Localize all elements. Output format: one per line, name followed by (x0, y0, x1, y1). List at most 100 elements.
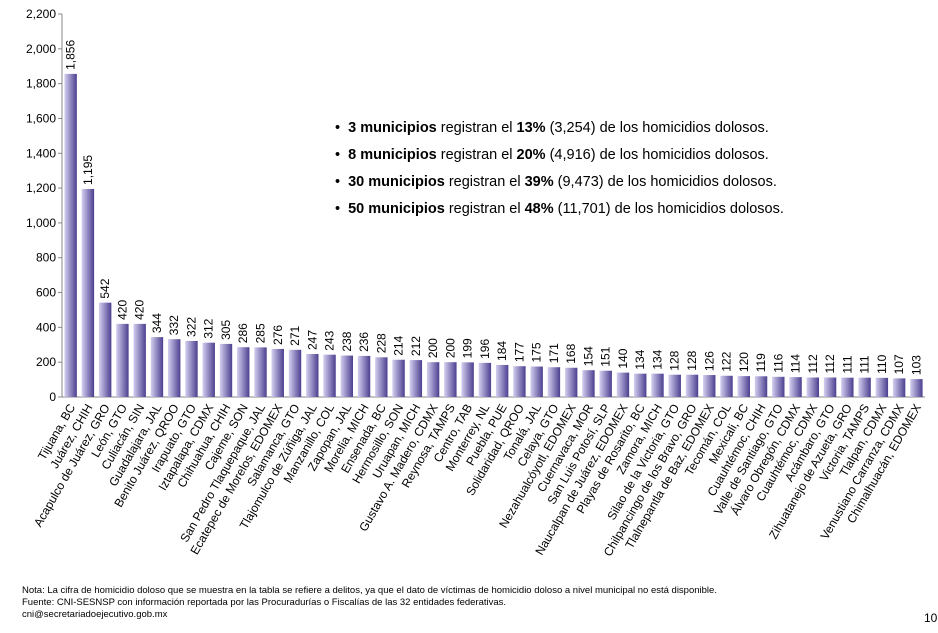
value-label: 140 (616, 348, 630, 368)
bar (737, 376, 750, 397)
value-label: 228 (374, 333, 388, 353)
value-label: 103 (909, 355, 923, 375)
value-label: 196 (478, 339, 492, 359)
bar (892, 378, 906, 397)
value-label: 344 (150, 313, 164, 333)
value-label: 1,195 (81, 155, 95, 185)
bar (202, 342, 215, 397)
bar (340, 355, 354, 397)
annotation-part: (3,254) de los homicidios dolosos. (546, 120, 769, 136)
footnote: Nota: La cifra de homicidio doloso que s… (22, 585, 717, 596)
annotation: • 30 municipios registran el 39% (9,473)… (335, 174, 777, 190)
value-label: 134 (633, 349, 647, 369)
y-tick-label: 2,200 (26, 7, 56, 21)
value-label: 212 (409, 336, 423, 356)
annotation: • 50 municipios registran el 48% (11,701… (335, 201, 784, 217)
bar (599, 370, 612, 397)
annotation-part: 50 municipios (348, 201, 445, 217)
value-label: 214 (392, 335, 406, 355)
bar (116, 323, 129, 397)
annotation-part: (11,701) de los homicidios dolosos. (554, 201, 784, 217)
value-label: 199 (461, 338, 475, 358)
value-label: 322 (184, 317, 198, 337)
bar (185, 340, 198, 397)
bar (651, 373, 664, 397)
bar (633, 373, 647, 397)
bar (150, 337, 164, 397)
bar (823, 377, 837, 397)
page-number: 10 (924, 611, 938, 625)
y-tick-label: 2,000 (26, 42, 56, 56)
value-label: 271 (288, 325, 302, 345)
bar (323, 354, 336, 397)
annotation: • 8 municipios registran el 20% (4,916) … (335, 147, 769, 163)
bar (513, 366, 526, 397)
bar (133, 323, 146, 397)
value-label: 177 (512, 342, 526, 362)
bar (875, 377, 889, 397)
y-tick-label: 600 (36, 286, 56, 300)
bar (461, 362, 474, 397)
bar (564, 367, 578, 397)
bar (910, 379, 923, 397)
bar (685, 374, 699, 397)
value-label: 154 (581, 346, 595, 366)
footnote: cni@secretariadoejecutivo.gob.mx (22, 609, 168, 620)
bar (271, 348, 284, 397)
value-label: 420 (115, 300, 129, 320)
y-tick-label: 1,000 (26, 216, 56, 230)
annotation-part: 20% (517, 147, 546, 163)
annotation-part: registran el (437, 120, 517, 136)
value-label: 111 (840, 355, 854, 374)
bar (495, 364, 509, 397)
bar (64, 73, 77, 398)
bar (806, 377, 820, 397)
bar (668, 374, 681, 397)
value-label: 151 (599, 346, 613, 366)
value-label: 168 (564, 343, 578, 363)
y-tick-label: 800 (36, 251, 56, 265)
value-label: 175 (530, 342, 544, 362)
bar (616, 372, 630, 397)
annotation-part: (9,473) de los homicidios dolosos. (554, 174, 777, 190)
bar (841, 377, 854, 397)
bar (81, 188, 95, 397)
value-label: 171 (547, 343, 561, 363)
y-tick-label: 1,200 (26, 181, 56, 195)
bar (703, 375, 716, 397)
bar (167, 339, 181, 397)
bar (444, 362, 457, 397)
value-label: 112 (806, 354, 820, 373)
bar (306, 353, 319, 397)
bar (858, 377, 871, 397)
y-tick-label: 200 (36, 355, 56, 369)
bar (219, 343, 233, 397)
bar (237, 347, 250, 397)
annotation-part: 3 municipios (348, 120, 437, 136)
annotation-part: (4,916) de los homicidios dolosos. (546, 147, 769, 163)
value-label: 312 (202, 318, 216, 338)
annotation-part: 30 municipios (348, 174, 445, 190)
value-label: 126 (702, 351, 716, 371)
annotation-part: registran el (445, 174, 525, 190)
value-label: 200 (443, 338, 457, 358)
y-tick-label: 1,600 (26, 111, 56, 125)
value-label: 286 (236, 323, 250, 343)
value-label: 114 (789, 354, 803, 373)
bar (392, 359, 405, 397)
value-label: 111 (858, 355, 872, 374)
value-label: 128 (685, 350, 699, 370)
value-label: 112 (823, 354, 837, 373)
value-label: 116 (771, 353, 785, 372)
annotation-part: registran el (445, 201, 525, 217)
annotation-part: 48% (525, 201, 554, 217)
value-label: 305 (219, 320, 233, 340)
value-label: 1,856 (64, 40, 78, 70)
bar (254, 347, 267, 397)
value-label: 119 (754, 353, 768, 372)
bar (375, 357, 388, 397)
bar (409, 360, 423, 397)
value-label: 110 (875, 354, 889, 373)
bar (547, 367, 561, 397)
bar (530, 366, 543, 397)
